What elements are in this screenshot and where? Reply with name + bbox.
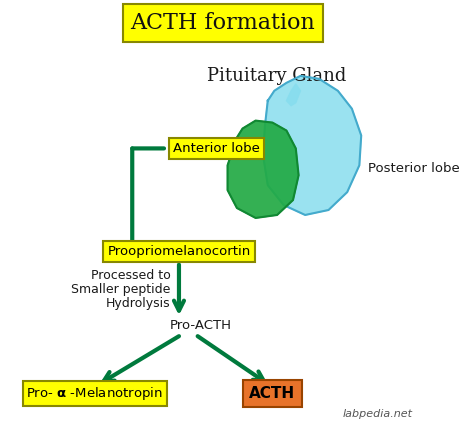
Text: labpedia.net: labpedia.net — [343, 409, 413, 419]
Text: Pro- $\mathbf{\alpha}$ -Melanotropin: Pro- $\mathbf{\alpha}$ -Melanotropin — [27, 385, 163, 402]
Text: Pro-ACTH: Pro-ACTH — [170, 319, 231, 332]
Text: ACTH formation: ACTH formation — [130, 12, 315, 34]
Text: Hydrolysis: Hydrolysis — [106, 297, 171, 310]
Polygon shape — [263, 76, 361, 215]
Polygon shape — [228, 121, 299, 218]
Text: Pituitary Gland: Pituitary Gland — [208, 67, 347, 85]
Text: Processed to: Processed to — [91, 269, 171, 282]
Text: Smaller peptide: Smaller peptide — [71, 283, 171, 296]
Text: Proopriomelanocortin: Proopriomelanocortin — [107, 245, 251, 258]
Text: ACTH: ACTH — [249, 386, 295, 401]
Text: Posterior lobe: Posterior lobe — [368, 162, 459, 175]
Text: Anterior lobe: Anterior lobe — [173, 142, 260, 155]
Polygon shape — [286, 84, 301, 106]
